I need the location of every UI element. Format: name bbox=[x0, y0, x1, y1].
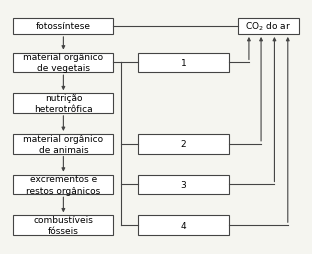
FancyBboxPatch shape bbox=[13, 19, 114, 35]
FancyBboxPatch shape bbox=[13, 215, 114, 235]
Text: 4: 4 bbox=[181, 221, 186, 230]
Text: fotossíntese: fotossíntese bbox=[36, 22, 91, 31]
FancyBboxPatch shape bbox=[138, 175, 229, 195]
FancyBboxPatch shape bbox=[13, 53, 114, 73]
Text: combustíveis
fósseis: combustíveis fósseis bbox=[33, 215, 93, 235]
FancyBboxPatch shape bbox=[13, 94, 114, 114]
FancyBboxPatch shape bbox=[13, 175, 114, 195]
FancyBboxPatch shape bbox=[13, 134, 114, 154]
Text: 3: 3 bbox=[180, 180, 186, 189]
Text: material orgânico
de animais: material orgânico de animais bbox=[23, 134, 104, 154]
Text: CO$_2$ do ar: CO$_2$ do ar bbox=[245, 21, 291, 33]
Text: 1: 1 bbox=[180, 59, 186, 68]
FancyBboxPatch shape bbox=[138, 53, 229, 73]
Text: 2: 2 bbox=[181, 140, 186, 149]
Text: excrementos e
restos orgânicos: excrementos e restos orgânicos bbox=[26, 175, 100, 195]
FancyBboxPatch shape bbox=[138, 134, 229, 154]
Text: nutrição
heterotrôfica: nutrição heterotrôfica bbox=[34, 94, 93, 114]
Text: material orgânico
de vegetais: material orgânico de vegetais bbox=[23, 53, 104, 73]
FancyBboxPatch shape bbox=[238, 19, 299, 35]
FancyBboxPatch shape bbox=[138, 215, 229, 235]
